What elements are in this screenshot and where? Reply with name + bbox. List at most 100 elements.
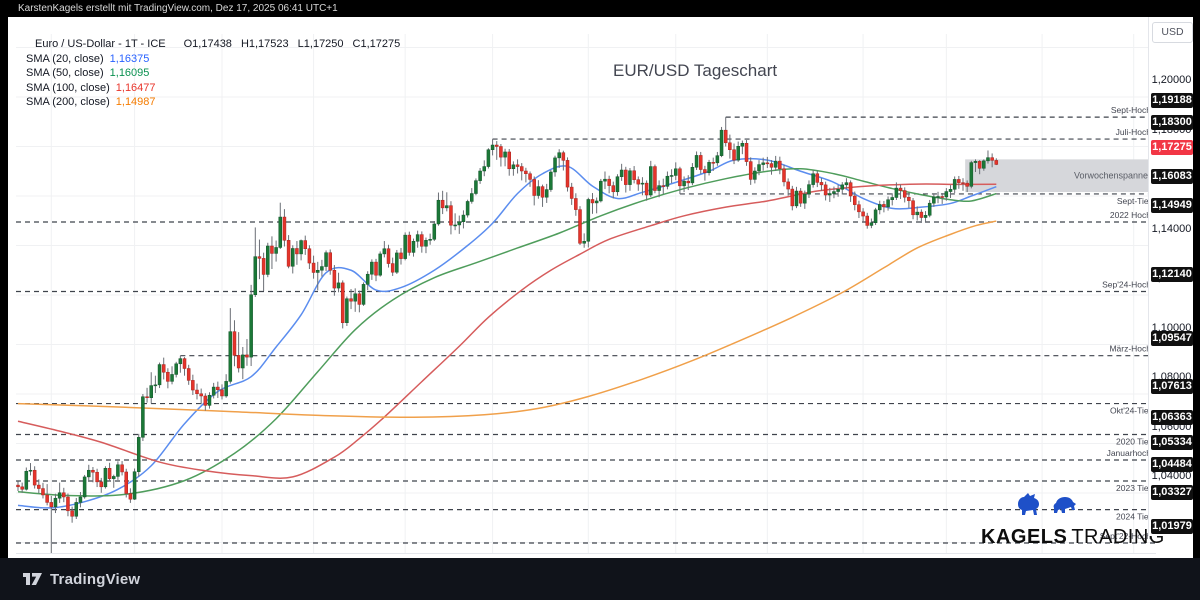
candle[interactable] — [753, 170, 757, 180]
candle[interactable] — [828, 193, 832, 196]
candle[interactable] — [178, 358, 183, 365]
candle[interactable] — [245, 354, 249, 358]
candle[interactable] — [220, 389, 224, 397]
candle[interactable] — [740, 143, 745, 147]
candle[interactable] — [961, 182, 965, 184]
candle[interactable] — [32, 469, 37, 486]
candle[interactable] — [786, 181, 790, 190]
candle[interactable] — [145, 396, 149, 398]
candle[interactable] — [536, 186, 541, 196]
candle[interactable] — [524, 170, 528, 174]
candle[interactable] — [403, 234, 407, 259]
candle[interactable] — [911, 200, 915, 216]
candle[interactable] — [120, 464, 124, 473]
candle[interactable] — [41, 488, 45, 496]
candle[interactable] — [70, 510, 74, 517]
candle[interactable] — [278, 216, 283, 248]
candle[interactable] — [395, 252, 399, 273]
legend-sma-row[interactable]: SMA (100, close) 1,16477 — [26, 81, 400, 96]
candle[interactable] — [349, 298, 353, 302]
candle[interactable] — [420, 234, 424, 247]
candle[interactable] — [915, 211, 919, 216]
candle[interactable] — [653, 166, 657, 191]
candle[interactable] — [982, 160, 986, 169]
candle[interactable] — [382, 248, 387, 255]
candle[interactable] — [465, 201, 470, 216]
candle[interactable] — [790, 188, 795, 207]
candle[interactable] — [407, 234, 412, 253]
candle[interactable] — [761, 162, 765, 165]
candle[interactable] — [902, 190, 907, 198]
candle[interactable] — [769, 163, 774, 168]
candle[interactable] — [599, 180, 603, 202]
candle[interactable] — [390, 263, 395, 273]
candle[interactable] — [320, 266, 324, 271]
candle[interactable] — [586, 199, 591, 242]
candle[interactable] — [203, 395, 208, 406]
candle[interactable] — [528, 173, 532, 180]
candle[interactable] — [161, 364, 166, 373]
candle[interactable] — [507, 151, 511, 170]
candle[interactable] — [157, 364, 162, 386]
candle[interactable] — [282, 216, 287, 241]
candle[interactable] — [649, 166, 653, 196]
candle[interactable] — [532, 179, 536, 196]
candle[interactable] — [894, 187, 899, 198]
candle[interactable] — [20, 486, 24, 490]
candle[interactable] — [249, 294, 253, 358]
candle[interactable] — [57, 492, 62, 499]
candle[interactable] — [657, 185, 661, 191]
candle[interactable] — [757, 164, 761, 172]
candle[interactable] — [873, 209, 878, 223]
candle[interactable] — [266, 245, 270, 275]
candle[interactable] — [823, 184, 828, 196]
sma-line-sma-20[interactable] — [17, 157, 997, 509]
candle[interactable] — [890, 197, 894, 200]
candle[interactable] — [53, 497, 58, 508]
candle[interactable] — [549, 171, 553, 190]
candle[interactable] — [470, 193, 474, 202]
candle[interactable] — [132, 471, 137, 500]
candle[interactable] — [49, 502, 54, 508]
candle[interactable] — [432, 223, 437, 240]
candle[interactable] — [490, 144, 495, 150]
candle[interactable] — [865, 215, 870, 226]
legend-sma-row[interactable]: SMA (50, close) 1,16095 — [26, 66, 400, 81]
candle[interactable] — [628, 170, 632, 185]
candle[interactable] — [62, 492, 66, 498]
candle[interactable] — [303, 240, 307, 249]
candle[interactable] — [457, 221, 462, 226]
sma-line-sma-200[interactable] — [17, 220, 997, 419]
candle[interactable] — [174, 363, 178, 375]
candle[interactable] — [624, 169, 628, 185]
candle[interactable] — [124, 471, 128, 494]
candle[interactable] — [886, 199, 890, 208]
candle[interactable] — [295, 248, 299, 255]
candle[interactable] — [986, 157, 990, 162]
symbol-ohlc-row[interactable]: Euro / US-Dollar - 1T - ICE O1,17438 H1,17… — [26, 37, 400, 52]
candle[interactable] — [99, 481, 104, 488]
candle[interactable] — [694, 155, 699, 168]
candle[interactable] — [519, 166, 524, 172]
candle[interactable] — [619, 169, 624, 177]
candle[interactable] — [128, 493, 133, 500]
candle[interactable] — [728, 142, 732, 150]
candle[interactable] — [932, 196, 936, 204]
candle[interactable] — [669, 175, 674, 177]
candle[interactable] — [311, 262, 316, 273]
candle[interactable] — [590, 199, 595, 204]
candle[interactable] — [474, 180, 478, 194]
candle[interactable] — [698, 155, 703, 170]
candle[interactable] — [386, 248, 391, 264]
candle[interactable] — [869, 222, 874, 226]
candle[interactable] — [166, 371, 170, 382]
candle[interactable] — [336, 282, 341, 289]
candle[interactable] — [927, 202, 932, 216]
candle[interactable] — [603, 178, 607, 182]
candle[interactable] — [907, 196, 911, 201]
candle[interactable] — [74, 502, 79, 517]
candle[interactable] — [357, 293, 362, 305]
legend-sma-row[interactable]: SMA (20, close) 1,16375 — [26, 52, 400, 67]
candle[interactable] — [882, 204, 886, 208]
candle[interactable] — [611, 185, 616, 193]
